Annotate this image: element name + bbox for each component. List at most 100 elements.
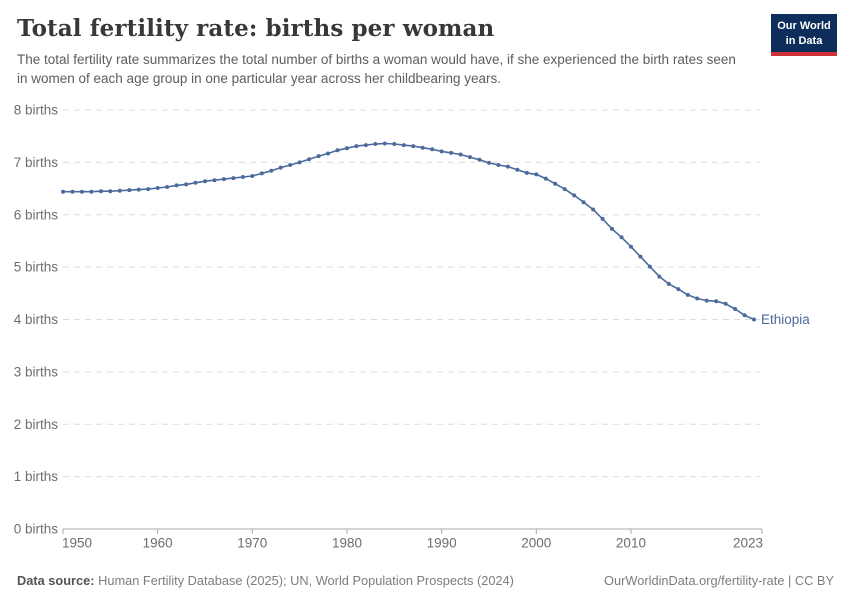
data-point [723,301,728,306]
data-point [666,281,671,286]
data-point [127,188,132,193]
data-source-text: Human Fertility Database (2025); UN, Wor… [94,573,514,588]
data-point [695,296,700,301]
data-point [184,182,189,187]
x-axis-label: 1950 [62,536,92,551]
owid-url-license: OurWorldinData.org/fertility-rate | CC B… [604,573,834,588]
data-point [212,178,217,183]
y-axis-label: 6 births [14,207,59,222]
data-point [543,176,548,181]
y-axis-label: 0 births [14,522,59,537]
data-point [269,168,274,173]
data-point [259,171,264,176]
y-axis-label: 2 births [14,417,59,432]
data-point [515,167,520,172]
data-point [600,216,605,221]
data-point [458,152,463,157]
data-point [591,207,596,212]
data-point [714,299,719,304]
owid-logo-line-2: in Data [785,34,823,47]
data-point [117,188,122,193]
data-point [250,174,255,178]
data-point [610,226,614,231]
data-point [335,148,340,153]
data-point [411,144,416,149]
data-point [98,189,103,194]
data-point [420,145,425,150]
x-axis-label: 1970 [237,536,267,551]
data-point [430,147,435,152]
data-point [174,183,179,188]
y-axis-label: 7 births [14,155,59,170]
data-point [61,189,65,194]
data-point [581,200,586,205]
y-axis-label: 1 births [14,469,59,484]
data-point [221,177,226,182]
data-point [733,307,738,311]
data-point [638,254,643,259]
data-line [62,142,755,321]
data-point [553,181,558,186]
y-axis-label: 4 births [14,312,59,327]
y-axis-label: 5 births [14,260,59,275]
data-point [316,154,321,159]
data-point [392,142,397,146]
data-point [363,143,368,148]
data-point [657,274,662,279]
data-point [382,141,387,146]
x-axis-label: 2000 [521,536,551,551]
data-point [326,151,330,156]
owid-logo-line-1: Our World [777,20,831,32]
data-point [297,160,302,165]
chart-area: 0 births 1 births 2 births 3 births 4 births… [0,100,850,560]
data-point [742,313,747,318]
data-source-label: Data source: [17,573,95,588]
data-point [572,193,577,198]
chart-subtitle: The total fertility rate summarizes the … [17,51,736,86]
data-point [704,298,709,303]
data-point [562,187,567,192]
data-point [193,180,198,185]
x-axis-label: 1980 [332,536,362,551]
data-point [354,144,359,149]
data-point [685,292,690,297]
owid-logo: Our World in Data [771,14,837,57]
page-title: Total fertility rate: births per woman [17,15,495,42]
data-point [676,287,681,292]
chart-footer: Data source: Human Fertility Database (2… [17,573,834,588]
data-point [146,187,151,192]
data-point [231,176,236,181]
x-axis-label: 2010 [616,536,646,551]
data-point [136,187,141,192]
data-point [629,244,633,249]
owid-logo-red-bar [771,52,837,57]
data-point [70,189,75,194]
y-axis-label: 3 births [14,364,59,379]
data-point [155,186,160,190]
data-point [203,179,207,184]
chart-header: Total fertility rate: births per woman T… [0,0,850,88]
data-point [401,143,406,148]
data-point [619,235,624,240]
data-point [165,185,170,189]
data-point [534,172,539,177]
data-point [487,160,491,165]
data-point [752,317,756,322]
data-source: Data source: Human Fertility Database (2… [17,573,514,588]
data-point [647,264,652,269]
y-axis-label: 8 births [14,103,59,118]
fertility-line-chart: 0 births 1 births 2 births 3 births 4 births… [14,103,811,551]
data-point [468,155,472,160]
data-point [496,163,501,167]
data-point [449,150,454,155]
x-axis-label: 1960 [143,536,173,551]
data-point [240,175,245,179]
data-point [278,165,283,170]
data-point [373,142,378,146]
x-axis-label: 2023 [733,536,763,551]
data-point [307,157,312,162]
data-point [288,163,293,167]
data-point [477,157,482,162]
data-point [439,149,444,154]
